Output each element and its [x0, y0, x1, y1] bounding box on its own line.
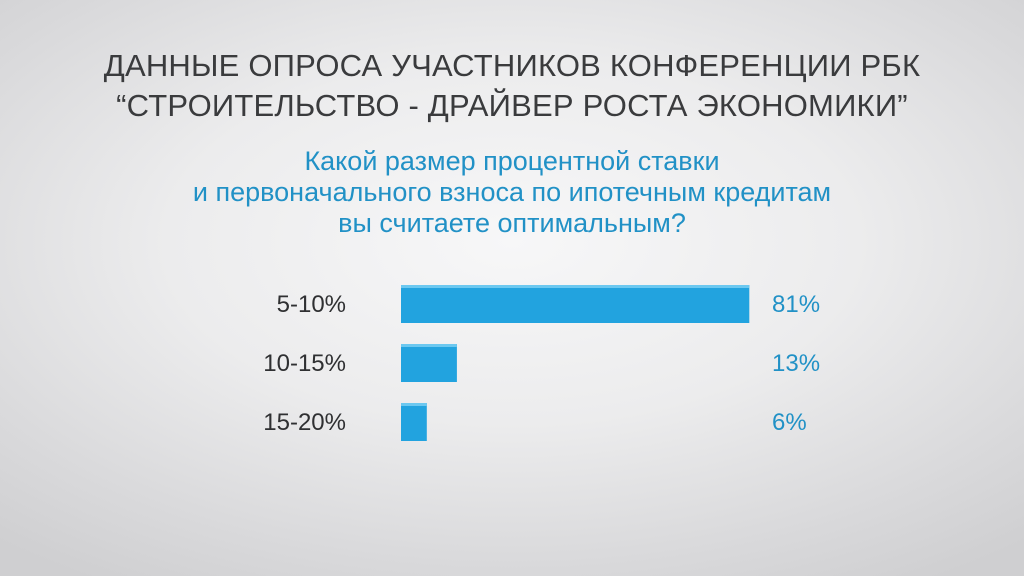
- bar-10-15%: [401, 344, 457, 382]
- category-label: 5-10%: [277, 291, 346, 318]
- bar-highlight: [401, 285, 750, 288]
- value-label: 6%: [772, 409, 807, 436]
- header-line-1: ДАННЫЕ ОПРОСА УЧАСТНИКОВ КОНФЕРЕНЦИИ РБК: [103, 48, 921, 83]
- value-label: 81%: [772, 291, 820, 318]
- category-label: 10-15%: [263, 350, 346, 377]
- question-title: Какой размер процентной ставки и первона…: [0, 146, 1024, 239]
- bar-5-10%: [401, 285, 750, 323]
- category-label: 15-20%: [263, 409, 346, 436]
- value-label: 13%: [772, 350, 820, 377]
- survey-header: ДАННЫЕ ОПРОСА УЧАСТНИКОВ КОНФЕРЕНЦИИ РБК…: [0, 46, 1024, 126]
- question-line-1: Какой размер процентной ставки: [304, 146, 720, 176]
- bar-highlight: [401, 403, 427, 406]
- bar-15-20%: [401, 403, 427, 441]
- bar-highlight: [401, 344, 457, 347]
- header-line-2: “СТРОИТЕЛЬСТВО - ДРАЙВЕР РОСТА ЭКОНОМИКИ…: [116, 88, 908, 123]
- question-line-2: и первоначального взноса по ипотечным кр…: [192, 177, 832, 207]
- question-line-3: вы считаете оптимальным?: [338, 208, 686, 238]
